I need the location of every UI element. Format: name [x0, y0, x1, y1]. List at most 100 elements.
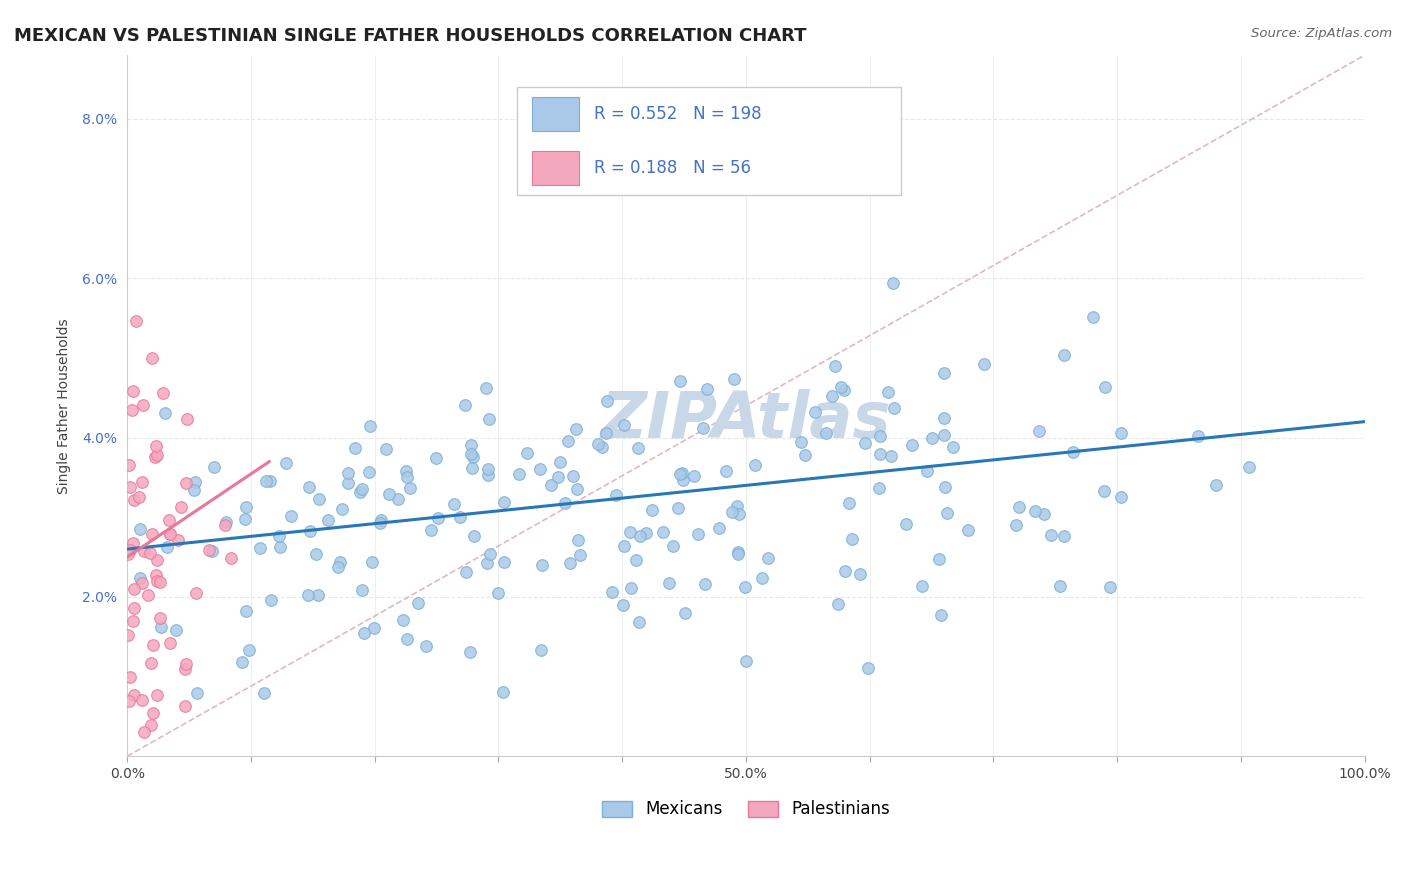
Point — [387, 492, 409, 507]
Point — [915, 464, 938, 478]
Point — [117, 547, 139, 561]
Point — [132, 544, 155, 558]
Point — [152, 385, 174, 400]
Point — [744, 458, 766, 472]
Point — [370, 512, 392, 526]
Point — [477, 468, 499, 483]
Point — [461, 461, 484, 475]
Point — [183, 475, 205, 490]
Point — [516, 446, 538, 460]
Point — [330, 501, 353, 516]
Point — [1024, 504, 1046, 518]
Point — [395, 632, 418, 647]
Point — [145, 574, 167, 588]
Text: R = 0.188   N = 56: R = 0.188 N = 56 — [593, 159, 751, 177]
Point — [461, 450, 484, 464]
Point — [1109, 425, 1132, 440]
Point — [725, 500, 748, 514]
Point — [159, 526, 181, 541]
Point — [131, 693, 153, 707]
Point — [530, 643, 553, 657]
Point — [260, 593, 283, 607]
Point — [128, 571, 150, 585]
Point — [548, 455, 571, 469]
Point — [1032, 508, 1054, 522]
Point — [662, 539, 685, 553]
Point — [146, 689, 169, 703]
Point — [297, 588, 319, 602]
Point — [935, 506, 957, 520]
Text: MEXICAN VS PALESTINIAN SINGLE FATHER HOUSEHOLDS CORRELATION CHART: MEXICAN VS PALESTINIAN SINGLE FATHER HOU… — [14, 27, 807, 45]
Point — [619, 524, 641, 539]
Point — [686, 527, 709, 541]
Point — [174, 662, 197, 676]
Point — [118, 670, 141, 684]
Point — [734, 580, 756, 594]
Point — [804, 405, 827, 419]
Point — [201, 544, 224, 558]
Point — [640, 503, 662, 517]
Point — [595, 425, 617, 440]
Point — [815, 425, 838, 440]
Point — [298, 480, 321, 494]
Point — [159, 527, 181, 541]
Point — [463, 529, 485, 543]
Point — [269, 529, 291, 543]
Point — [942, 440, 965, 454]
Point — [352, 583, 374, 598]
Point — [121, 384, 143, 399]
Point — [1005, 518, 1028, 533]
Point — [391, 613, 413, 627]
Point — [186, 685, 208, 699]
Point — [118, 458, 141, 472]
Point — [928, 551, 950, 566]
Point — [357, 465, 380, 479]
Point — [139, 718, 162, 732]
Point — [361, 555, 384, 569]
Point — [443, 497, 465, 511]
Point — [586, 437, 609, 451]
Point — [235, 604, 257, 618]
Point — [475, 381, 498, 395]
Point — [349, 485, 371, 500]
Legend: Mexicans, Palestinians: Mexicans, Palestinians — [595, 794, 897, 825]
Point — [139, 546, 162, 560]
Point — [378, 486, 401, 500]
Point — [458, 645, 481, 659]
Point — [145, 568, 167, 582]
Point — [834, 564, 856, 578]
Point — [425, 451, 447, 466]
Point — [307, 588, 329, 602]
Point — [122, 492, 145, 507]
Point — [336, 466, 359, 480]
Point — [120, 543, 142, 558]
Point — [666, 501, 689, 516]
Point — [627, 615, 650, 629]
Point — [790, 435, 813, 450]
Point — [612, 599, 634, 613]
Point — [363, 621, 385, 635]
Point — [838, 495, 860, 509]
Point — [530, 558, 553, 573]
Point — [478, 412, 501, 426]
Point — [756, 551, 779, 566]
Point — [141, 351, 163, 366]
Point — [868, 481, 890, 495]
Point — [149, 574, 172, 589]
Point — [1237, 459, 1260, 474]
Point — [486, 586, 509, 600]
Point — [567, 533, 589, 547]
Point — [165, 624, 187, 638]
Point — [128, 490, 150, 504]
Point — [1081, 310, 1104, 325]
Point — [399, 481, 422, 495]
Point — [547, 469, 569, 483]
Point — [142, 706, 165, 721]
Point — [1049, 579, 1071, 593]
Point — [235, 500, 257, 514]
Point — [427, 510, 450, 524]
Point — [170, 500, 193, 515]
Point — [882, 276, 904, 290]
Point — [231, 655, 253, 669]
Point — [406, 596, 429, 610]
